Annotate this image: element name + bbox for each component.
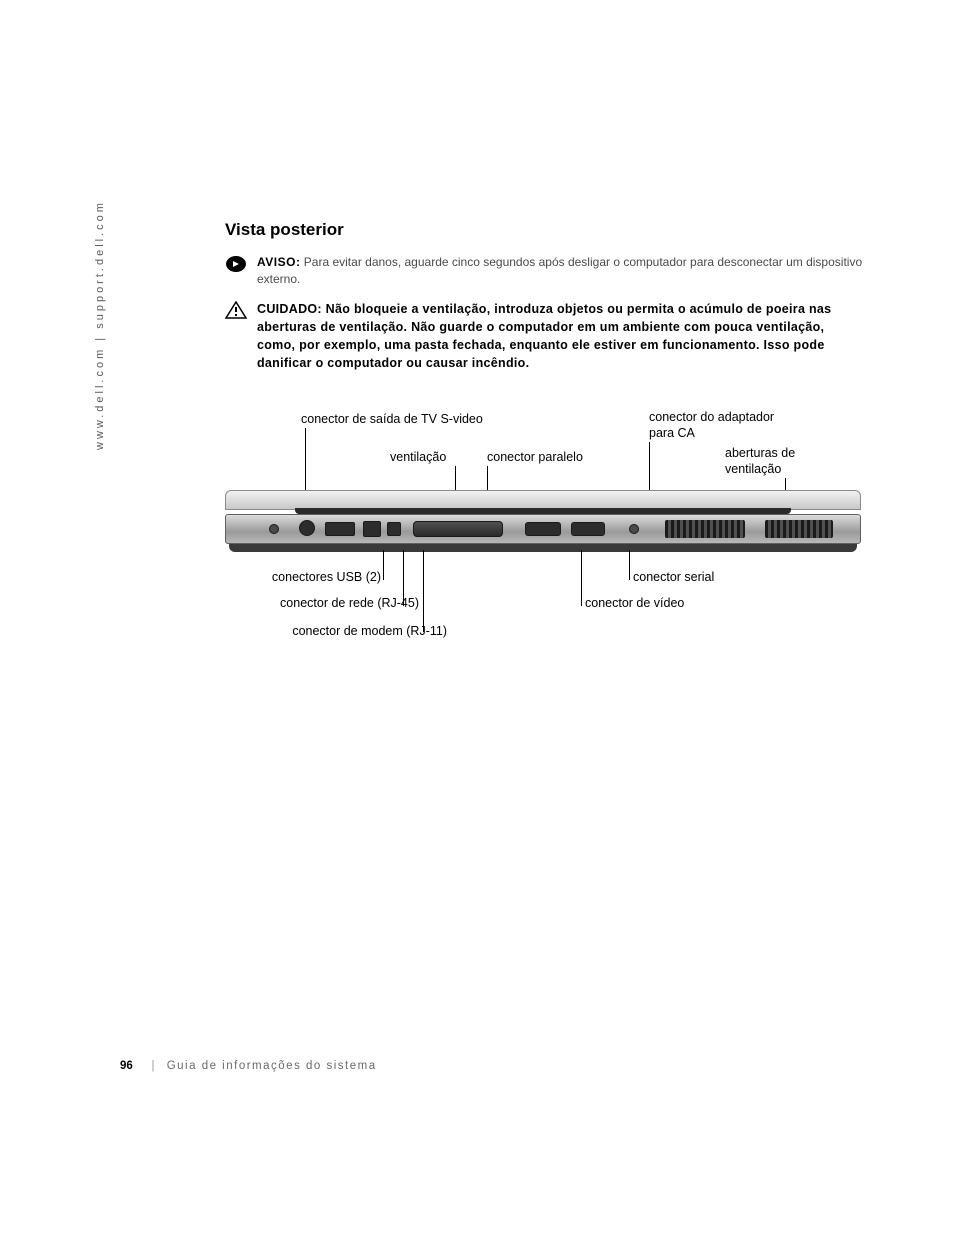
cuidado-text: CUIDADO: Não bloqueie a ventilação, intr… xyxy=(257,300,865,373)
section-heading: Vista posterior xyxy=(225,220,865,240)
lead-usb xyxy=(383,550,384,580)
callout-rj11: conector de modem (RJ-11) xyxy=(271,624,447,638)
port-rj11 xyxy=(387,522,401,536)
port-serial xyxy=(571,522,605,536)
notice-cuidado: CUIDADO: Não bloqueie a ventilação, intr… xyxy=(225,300,865,373)
callout-video: conector de vídeo xyxy=(585,596,684,610)
cuidado-body: Não bloqueie a ventilação, introduza obj… xyxy=(257,302,831,370)
callout-adaptador-l1: conector do adaptador xyxy=(649,410,774,424)
port-usb xyxy=(325,522,355,536)
caution-icon xyxy=(225,301,247,319)
device-rear xyxy=(225,490,861,552)
callout-ventilacao: ventilação xyxy=(390,450,446,464)
sidebar-url: www.dell.com | support.dell.com xyxy=(94,200,106,450)
lead-serial xyxy=(629,550,630,580)
vent-slot-2 xyxy=(765,520,833,538)
callout-aberturas-l2: ventilação xyxy=(725,462,781,476)
lead-rj45 xyxy=(403,550,404,606)
callout-paralelo: conector paralelo xyxy=(487,450,583,464)
vent-slot-1 xyxy=(665,520,745,538)
port-parallel xyxy=(413,521,503,537)
callout-svideo: conector de saída de TV S-video xyxy=(301,412,483,426)
port-svideo xyxy=(299,520,315,536)
page-content: Vista posterior AVISO: Para evitar danos… xyxy=(225,220,865,660)
cuidado-label: CUIDADO: xyxy=(257,302,322,316)
callout-adaptador-l2: para CA xyxy=(649,426,695,440)
device-lid xyxy=(225,490,861,510)
notice-icon xyxy=(225,255,247,273)
lead-rj11 xyxy=(423,550,424,632)
footer-separator: | xyxy=(152,1060,157,1072)
aviso-body: Para evitar danos, aguarde cinco segundo… xyxy=(257,255,862,286)
rear-view-diagram: conector de saída de TV S-video ventilaç… xyxy=(225,400,865,660)
callout-serial: conector serial xyxy=(633,570,714,584)
notice-aviso: AVISO: Para evitar danos, aguarde cinco … xyxy=(225,254,865,288)
aviso-label: AVISO: xyxy=(257,255,300,269)
aviso-text: AVISO: Para evitar danos, aguarde cinco … xyxy=(257,254,865,288)
port-video xyxy=(525,522,561,536)
callout-usb: conectores USB (2) xyxy=(271,570,381,584)
page-footer: 96 | Guia de informações do sistema xyxy=(120,1060,377,1072)
page-number: 96 xyxy=(120,1060,133,1072)
callout-aberturas-l1: aberturas de xyxy=(725,446,795,460)
footer-title: Guia de informações do sistema xyxy=(167,1060,377,1072)
lead-video xyxy=(581,550,582,606)
callout-rj45: conector de rede (RJ-45) xyxy=(259,596,419,610)
device-bottom xyxy=(229,544,857,552)
port-rj45 xyxy=(363,521,381,537)
